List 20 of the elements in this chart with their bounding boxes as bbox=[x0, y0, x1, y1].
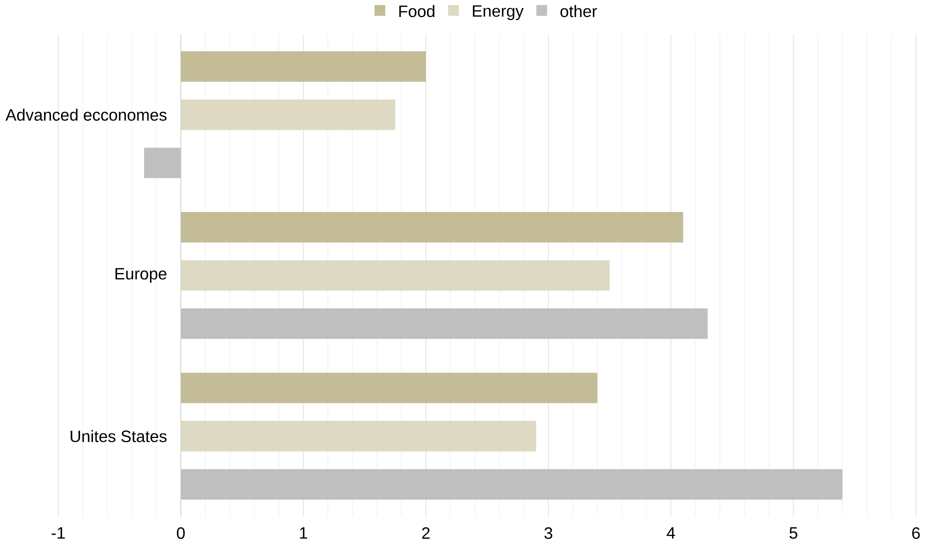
bar bbox=[180, 260, 610, 290]
x-tick-label: 0 bbox=[176, 527, 185, 539]
legend-label: Food bbox=[399, 4, 434, 17]
x-tick-label: 4 bbox=[666, 527, 676, 538]
bar bbox=[180, 420, 536, 452]
x-tick-label: 1 bbox=[300, 527, 308, 538]
x-tick-label: 2 bbox=[422, 527, 430, 539]
bar bbox=[180, 372, 598, 403]
legend-label: other bbox=[560, 4, 597, 17]
bar bbox=[180, 51, 426, 82]
y-tick-label: Advanced ecconomes bbox=[6, 108, 167, 121]
x-tick-label: 6 bbox=[912, 527, 920, 539]
y-tick-label: Europe bbox=[116, 268, 166, 283]
legend-label: Energy bbox=[472, 5, 524, 20]
x-tick-label: 5 bbox=[790, 527, 798, 539]
x-tick-label: 3 bbox=[544, 527, 552, 539]
bar bbox=[180, 99, 396, 130]
y-tick-label: Unites States bbox=[70, 430, 167, 442]
x-tick-label: -1 bbox=[52, 527, 65, 538]
bar bbox=[180, 212, 684, 242]
